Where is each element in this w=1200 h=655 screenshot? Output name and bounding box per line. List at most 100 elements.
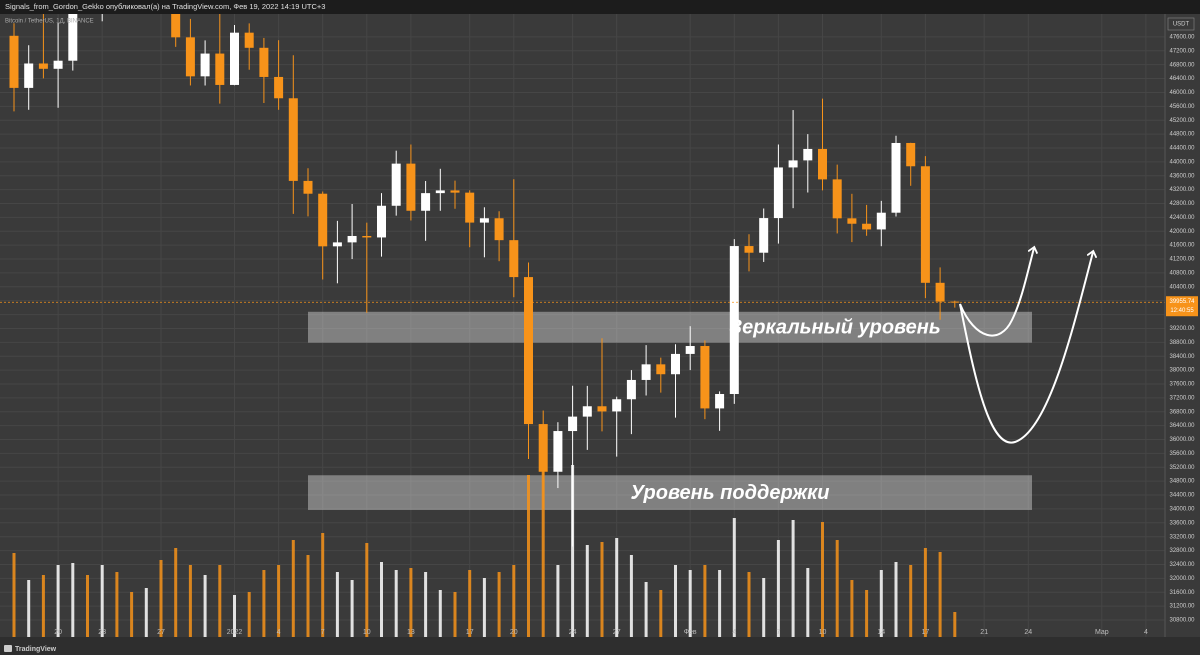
- volume-bar: [865, 590, 869, 637]
- candle-body: [582, 406, 592, 417]
- x-tick-label: 21: [980, 629, 988, 636]
- volume-bar: [762, 578, 766, 637]
- volume-bar: [350, 580, 354, 637]
- volume-bar: [718, 570, 722, 637]
- watermark: TradingView: [15, 646, 57, 653]
- x-tick-label: 23: [98, 629, 106, 636]
- candle-body: [68, 14, 78, 61]
- candle-body: [215, 53, 225, 85]
- symbol-legend: Bitcoin / TetherUS, 1Д, BINANCE: [5, 19, 94, 25]
- y-tick-label: 32400.00: [1169, 562, 1195, 568]
- x-tick-label: 20: [510, 629, 518, 636]
- currency: USDT: [1173, 22, 1190, 28]
- x-tick-label: 20: [54, 629, 62, 636]
- candle-body: [465, 192, 475, 223]
- zone-label: Уровень поддержки: [630, 482, 829, 504]
- volume-bar: [453, 592, 457, 637]
- y-tick-label: 44800.00: [1169, 132, 1195, 138]
- candle-body: [318, 193, 328, 247]
- volume-bar: [27, 580, 31, 637]
- y-tick-label: 47600.00: [1169, 34, 1195, 40]
- volume-bar: [835, 540, 839, 637]
- candle-body: [788, 160, 798, 168]
- volume-bar: [600, 542, 604, 637]
- y-tick-label: 34800.00: [1169, 479, 1195, 485]
- candle-body: [641, 364, 651, 380]
- y-tick-label: 37600.00: [1169, 382, 1195, 388]
- candle-body: [185, 37, 195, 77]
- volume-bar: [56, 565, 60, 637]
- candle-body: [759, 218, 769, 253]
- volume-bar: [12, 553, 16, 637]
- candle-body: [509, 240, 519, 278]
- volume-bar: [277, 565, 281, 637]
- candle-body: [832, 179, 842, 219]
- x-tick-label: 27: [613, 629, 621, 636]
- volume-bar: [262, 570, 266, 637]
- y-tick-label: 38000.00: [1169, 368, 1195, 374]
- volume-bar: [188, 565, 192, 637]
- y-tick-label: 33200.00: [1169, 534, 1195, 540]
- plot-area: [0, 14, 1165, 637]
- volume-bar: [438, 590, 442, 637]
- y-tick-label: 45600.00: [1169, 104, 1195, 110]
- y-tick-label: 46400.00: [1169, 76, 1195, 82]
- volume-bar: [879, 570, 883, 637]
- volume-bar: [365, 543, 369, 637]
- logo-icon: [4, 645, 12, 652]
- candle-body: [891, 142, 901, 213]
- y-tick-label: 41200.00: [1169, 257, 1195, 263]
- x-tick-label: 4: [1144, 629, 1148, 636]
- y-tick-label: 43200.00: [1169, 187, 1195, 193]
- x-tick-label: 17: [922, 629, 930, 636]
- y-tick-label: 32800.00: [1169, 548, 1195, 554]
- candle-body: [612, 399, 622, 412]
- last-price-label: 39955.74: [1169, 299, 1195, 305]
- candle-body: [406, 163, 416, 211]
- candle-body: [935, 282, 945, 302]
- volume-bar: [159, 560, 163, 637]
- y-tick-label: 34000.00: [1169, 507, 1195, 513]
- candle-body: [920, 166, 930, 283]
- candle-body: [494, 218, 504, 241]
- y-tick-label: 36400.00: [1169, 423, 1195, 429]
- y-tick-label: 42800.00: [1169, 201, 1195, 207]
- arrow: [959, 252, 1093, 444]
- level-zone: [308, 475, 1032, 510]
- x-tick-label: 13: [407, 629, 415, 636]
- volume-bar: [321, 533, 325, 637]
- level-zone: [308, 311, 1032, 343]
- arrow: [959, 248, 1034, 337]
- y-tick-label: 31600.00: [1169, 590, 1195, 596]
- volume-bar: [130, 592, 134, 637]
- x-tick-label: 14: [877, 629, 885, 636]
- volume-bar: [732, 518, 736, 637]
- x-tick-label: 4: [277, 629, 281, 636]
- top-bar: [0, 0, 1200, 14]
- price-tag-box: [1166, 296, 1198, 317]
- volume-bar: [703, 565, 707, 637]
- volume-bar: [380, 562, 383, 637]
- candle-body: [553, 431, 563, 472]
- price-axis: [1165, 14, 1200, 637]
- volume-bar: [468, 570, 472, 637]
- y-tick-label: 41600.00: [1169, 243, 1195, 249]
- volume-bar: [71, 563, 75, 637]
- y-tick-label: 36800.00: [1169, 409, 1195, 415]
- volume-bar: [497, 572, 501, 637]
- volume-bar: [791, 520, 795, 637]
- volume-bar: [909, 565, 913, 637]
- x-tick-label: 4: [732, 629, 736, 636]
- x-tick-label: 27: [157, 629, 165, 636]
- candle-body: [685, 346, 695, 354]
- volume-bar: [541, 470, 545, 637]
- candle-body: [876, 212, 886, 230]
- candle-body: [391, 163, 401, 206]
- candle-body: [435, 190, 445, 194]
- y-tick-label: 45200.00: [1169, 118, 1195, 124]
- volume-bar: [86, 575, 89, 637]
- volume-bar: [247, 592, 251, 637]
- y-tick-label: 42400.00: [1169, 215, 1195, 221]
- y-tick-label: 43600.00: [1169, 173, 1195, 179]
- candle-body: [818, 148, 827, 180]
